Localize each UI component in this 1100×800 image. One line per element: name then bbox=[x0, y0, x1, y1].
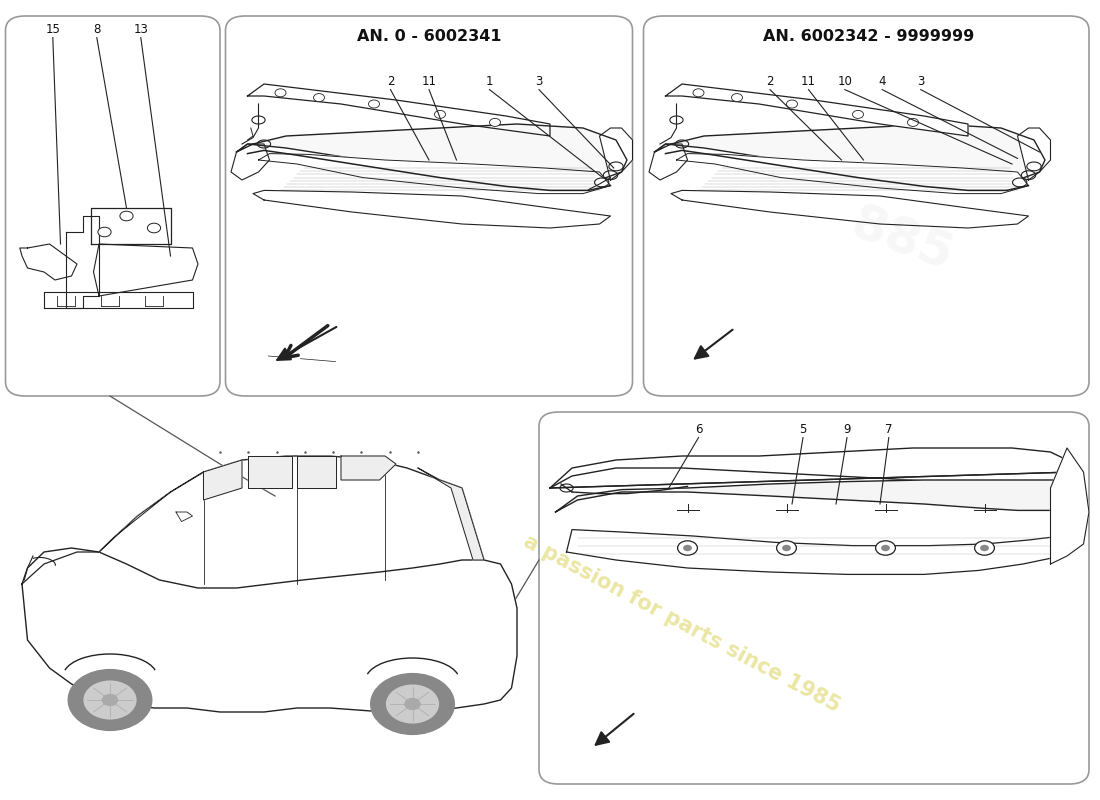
Polygon shape bbox=[654, 124, 1045, 180]
Polygon shape bbox=[1050, 448, 1089, 564]
Polygon shape bbox=[1018, 128, 1050, 180]
Text: 9: 9 bbox=[844, 423, 850, 436]
Circle shape bbox=[405, 698, 420, 710]
Polygon shape bbox=[94, 244, 198, 296]
Circle shape bbox=[782, 545, 791, 551]
Circle shape bbox=[881, 545, 890, 551]
Text: AN. 0 - 6002341: AN. 0 - 6002341 bbox=[356, 29, 502, 44]
Circle shape bbox=[490, 118, 500, 126]
Circle shape bbox=[852, 110, 864, 118]
Text: 2: 2 bbox=[767, 75, 773, 88]
Polygon shape bbox=[297, 456, 336, 488]
Text: AN. 6002342 - 9999999: AN. 6002342 - 9999999 bbox=[763, 29, 975, 44]
Text: 6: 6 bbox=[695, 423, 702, 436]
Polygon shape bbox=[66, 216, 99, 308]
Polygon shape bbox=[248, 456, 292, 488]
Polygon shape bbox=[666, 84, 968, 136]
Circle shape bbox=[786, 100, 798, 108]
Text: a passion for parts since 1985: a passion for parts since 1985 bbox=[520, 532, 844, 716]
Polygon shape bbox=[649, 144, 688, 180]
Text: 10: 10 bbox=[837, 75, 852, 88]
Text: 8: 8 bbox=[94, 23, 100, 36]
Circle shape bbox=[975, 541, 994, 555]
Text: 7: 7 bbox=[886, 423, 892, 436]
Text: 885: 885 bbox=[845, 200, 959, 280]
Polygon shape bbox=[258, 154, 610, 194]
Polygon shape bbox=[550, 468, 1072, 488]
Text: 2: 2 bbox=[387, 75, 394, 88]
FancyBboxPatch shape bbox=[226, 16, 632, 396]
Polygon shape bbox=[556, 480, 1072, 512]
Polygon shape bbox=[676, 154, 1028, 194]
Circle shape bbox=[275, 89, 286, 97]
Circle shape bbox=[678, 541, 697, 555]
Polygon shape bbox=[231, 144, 270, 180]
Polygon shape bbox=[236, 124, 627, 180]
Circle shape bbox=[908, 118, 918, 126]
Text: 11: 11 bbox=[421, 75, 437, 88]
Text: 4: 4 bbox=[879, 75, 886, 88]
Circle shape bbox=[386, 685, 439, 723]
Circle shape bbox=[314, 94, 324, 102]
Polygon shape bbox=[600, 128, 632, 180]
Text: 11: 11 bbox=[801, 75, 816, 88]
Circle shape bbox=[732, 94, 742, 102]
Circle shape bbox=[84, 681, 136, 719]
Circle shape bbox=[434, 110, 446, 118]
Polygon shape bbox=[44, 292, 192, 308]
Text: 1: 1 bbox=[486, 75, 493, 88]
Circle shape bbox=[876, 541, 895, 555]
Polygon shape bbox=[248, 84, 550, 136]
Circle shape bbox=[98, 227, 111, 237]
FancyBboxPatch shape bbox=[6, 16, 220, 396]
Polygon shape bbox=[20, 244, 77, 280]
Circle shape bbox=[693, 89, 704, 97]
Text: 13: 13 bbox=[133, 23, 148, 36]
Circle shape bbox=[68, 670, 152, 730]
Text: 5: 5 bbox=[800, 423, 806, 436]
Polygon shape bbox=[341, 456, 396, 480]
Polygon shape bbox=[22, 548, 517, 712]
Circle shape bbox=[371, 674, 454, 734]
FancyBboxPatch shape bbox=[539, 412, 1089, 784]
Polygon shape bbox=[204, 460, 242, 500]
Circle shape bbox=[683, 545, 692, 551]
Circle shape bbox=[120, 211, 133, 221]
Polygon shape bbox=[566, 530, 1062, 574]
Text: 3: 3 bbox=[536, 75, 542, 88]
Polygon shape bbox=[91, 208, 170, 244]
Text: 15: 15 bbox=[45, 23, 60, 36]
Polygon shape bbox=[99, 472, 204, 552]
FancyBboxPatch shape bbox=[644, 16, 1089, 396]
Circle shape bbox=[777, 541, 796, 555]
Circle shape bbox=[980, 545, 989, 551]
Polygon shape bbox=[176, 512, 192, 522]
Circle shape bbox=[102, 694, 118, 706]
Text: 3: 3 bbox=[917, 75, 924, 88]
Circle shape bbox=[147, 223, 161, 233]
Circle shape bbox=[368, 100, 379, 108]
Polygon shape bbox=[418, 468, 484, 560]
Polygon shape bbox=[550, 448, 1072, 488]
